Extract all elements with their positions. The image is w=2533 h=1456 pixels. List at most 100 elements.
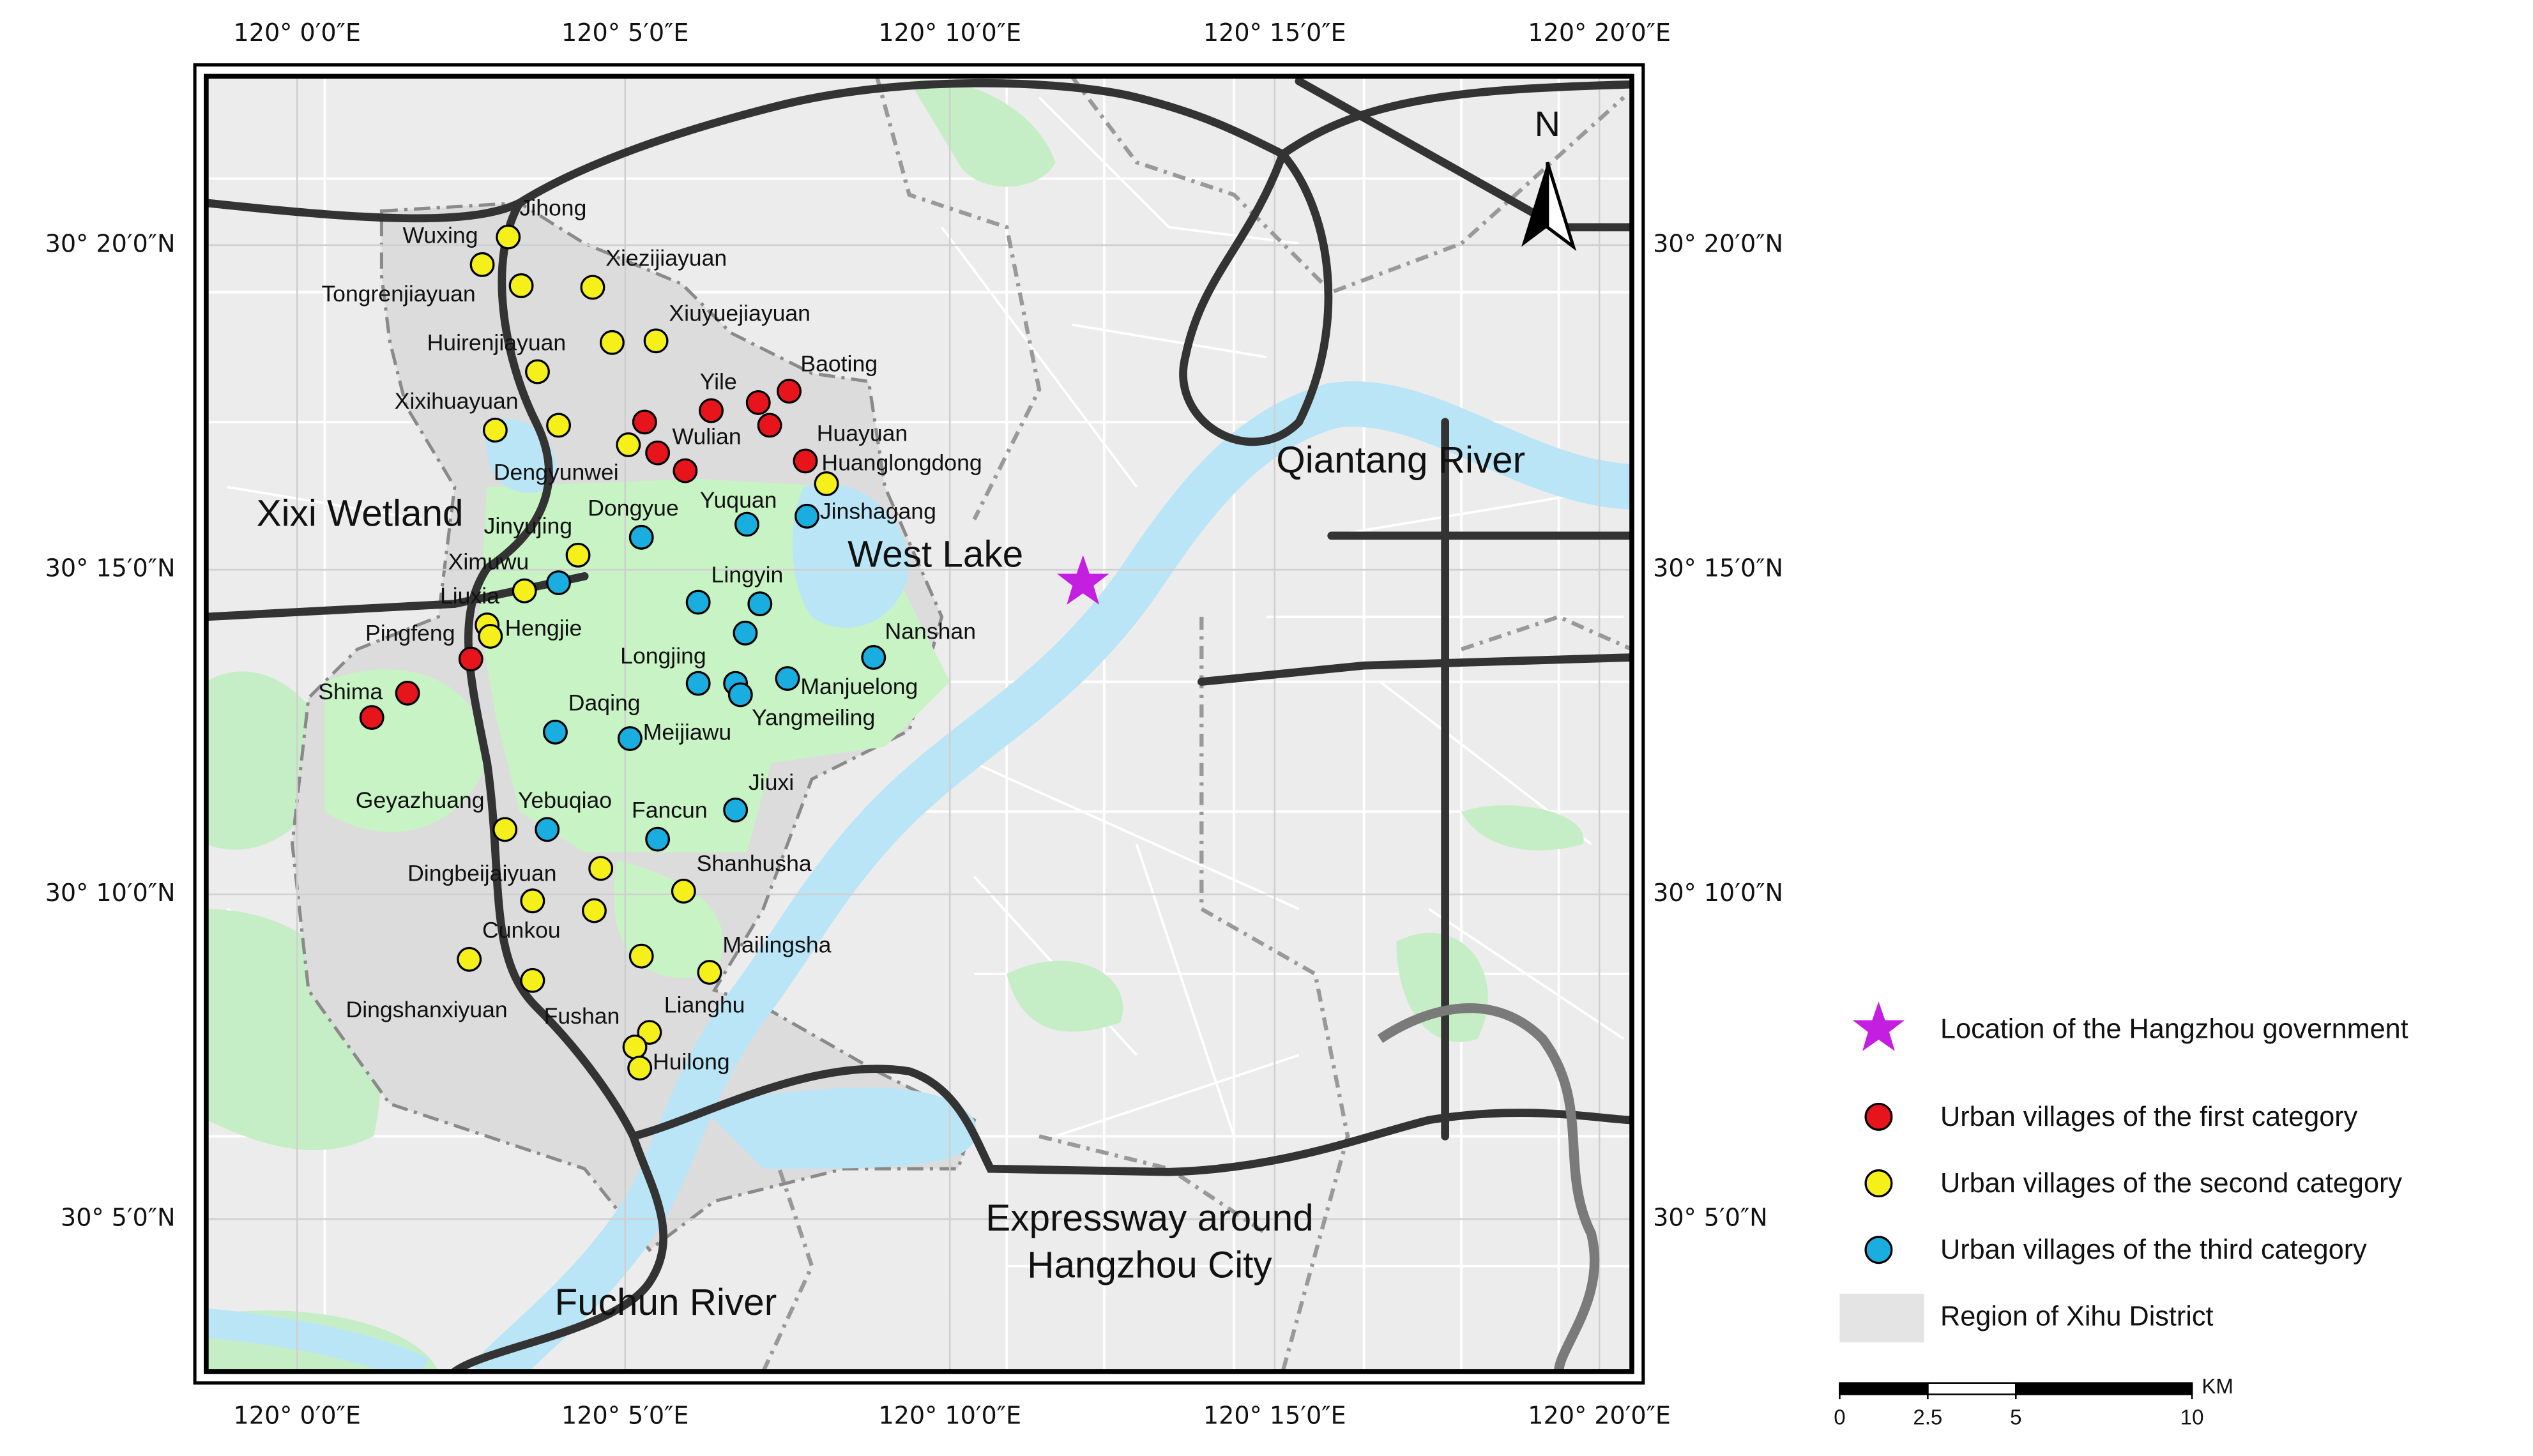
village-dot	[580, 275, 605, 300]
legend-label: Urban villages of the third category	[1940, 1234, 2367, 1265]
lon-label: 120° 15′0″E	[1203, 1402, 1346, 1430]
village-dot	[627, 1056, 653, 1081]
lon-label: 120° 20′0″E	[1528, 1402, 1671, 1430]
lat-label: 30° 20′0″N	[45, 229, 176, 257]
village-dot	[482, 418, 508, 443]
legend-dot	[1864, 1236, 1893, 1264]
lon-label: 120° 15′0″E	[1203, 19, 1346, 47]
scale-tick-label: 5	[2010, 1406, 2021, 1429]
village-dot	[723, 797, 749, 823]
lat-label: 30° 10′0″N	[1653, 879, 1783, 907]
village-label: Fushan	[544, 1003, 620, 1029]
village-dot	[616, 432, 641, 457]
village-label: Cunkou	[482, 917, 561, 943]
graticule	[206, 76, 1632, 1372]
village-label: Huanglongdong	[821, 450, 982, 475]
village-label: Xixihuayuan	[395, 388, 519, 414]
legend-label: Location of the Hangzhou government	[1940, 1014, 2408, 1045]
village-label: Shanhusha	[697, 851, 812, 876]
qiantang-river	[471, 381, 1632, 1372]
village-dot	[757, 413, 782, 438]
lat-label: 30° 5′0″N	[61, 1203, 176, 1231]
scale-unit: KM	[2202, 1375, 2233, 1399]
village-dot	[793, 448, 818, 474]
village-dot	[645, 826, 671, 852]
legend-swatch	[1839, 1293, 1924, 1343]
village-label: Shima	[318, 679, 383, 704]
village-dot	[685, 671, 711, 696]
village-group: Yile Baoting Wulian Huayuan Pingfeng Shima	[318, 351, 908, 730]
place-label: Fuchun River	[555, 1282, 777, 1323]
village-dot	[734, 512, 759, 537]
village-dot	[543, 719, 568, 745]
village-dot	[496, 224, 521, 250]
village-label: Manjuelong	[800, 674, 918, 699]
village-dot	[492, 817, 518, 842]
village-label: Tongrenjiayuan	[321, 281, 475, 307]
village-label: Daqing	[568, 690, 641, 716]
village-dot	[777, 379, 802, 404]
place-label: Expressway around	[985, 1197, 1313, 1239]
scale-tick-label: 10	[2180, 1406, 2204, 1429]
village-label: Ximuwu	[448, 549, 529, 574]
village-dot	[673, 458, 698, 483]
village-dot	[685, 589, 711, 615]
village-dot	[512, 578, 537, 603]
village-dot	[747, 591, 773, 617]
legend-label: Urban villages of the first category	[1940, 1102, 2358, 1132]
place-label: Hangzhou City	[1027, 1245, 1272, 1286]
village-label: Lianghu	[664, 992, 745, 1017]
village-dot	[600, 330, 625, 355]
village-dot	[546, 413, 572, 438]
village-label: Yuquan	[700, 487, 777, 513]
village-label: Jihong	[520, 195, 587, 220]
village-dot	[632, 409, 657, 435]
village-label: Huirenjiayuan	[427, 330, 567, 355]
lon-label: 120° 5′0″E	[561, 19, 688, 47]
village-label: Wuxing	[402, 223, 478, 248]
village-dot	[520, 888, 545, 914]
village-dot	[645, 440, 671, 466]
lat-label: 30° 15′0″N	[1653, 554, 1783, 582]
village-dot	[458, 646, 483, 672]
legend-label: Urban villages of the second category	[1940, 1168, 2402, 1199]
village-dot	[795, 503, 819, 529]
village-label: Huayuan	[817, 421, 908, 446]
village-label: Lingyin	[711, 562, 784, 588]
village-label: Dengyunwei	[494, 460, 619, 485]
village-dot	[697, 960, 722, 985]
legend: Location of the Hangzhou government Regi…	[1839, 1001, 2408, 1343]
village-label: Jinshagang	[820, 499, 936, 524]
legend-label: Region of Xihu District	[1940, 1301, 2213, 1331]
village-label: Hengjie	[505, 616, 582, 641]
legend-dot	[1864, 1169, 1893, 1198]
place-label: Xixi Wetland	[257, 493, 464, 535]
village-label: Geyazhuang	[356, 787, 485, 813]
scale-segment	[1839, 1382, 1929, 1395]
village-label: Mailingsha	[722, 932, 831, 957]
boundaries	[761, 76, 1632, 1372]
village-label: Yebuqiao	[518, 787, 612, 813]
village-group: Dongyue Yuquan Jinshagang Lingyin Nanshan Lon…	[518, 487, 976, 852]
lat-label: 30° 15′0″N	[45, 554, 176, 582]
lat-label: 30° 10′0″N	[45, 879, 176, 907]
map-body	[206, 76, 1632, 1372]
village-label: Dongyue	[588, 496, 678, 521]
north-arrow: N	[1521, 103, 1577, 252]
village-dot	[359, 705, 384, 730]
village-label: Xiuyuejiayuan	[669, 301, 810, 326]
village-dot	[457, 946, 482, 972]
legend-star	[1852, 1001, 1905, 1051]
outer-boundary	[1377, 1003, 1600, 1372]
village-dot	[637, 1020, 662, 1045]
scale-segment	[1927, 1382, 2017, 1395]
village-dot	[582, 898, 607, 923]
village-dot	[546, 570, 572, 595]
village-dot	[469, 252, 495, 277]
village-dot	[628, 524, 654, 550]
village-dot	[699, 398, 724, 423]
village-dot	[535, 817, 560, 842]
lon-label: 120° 0′0″E	[234, 19, 361, 47]
village-label: Dingbeijaiyuan	[407, 860, 556, 886]
